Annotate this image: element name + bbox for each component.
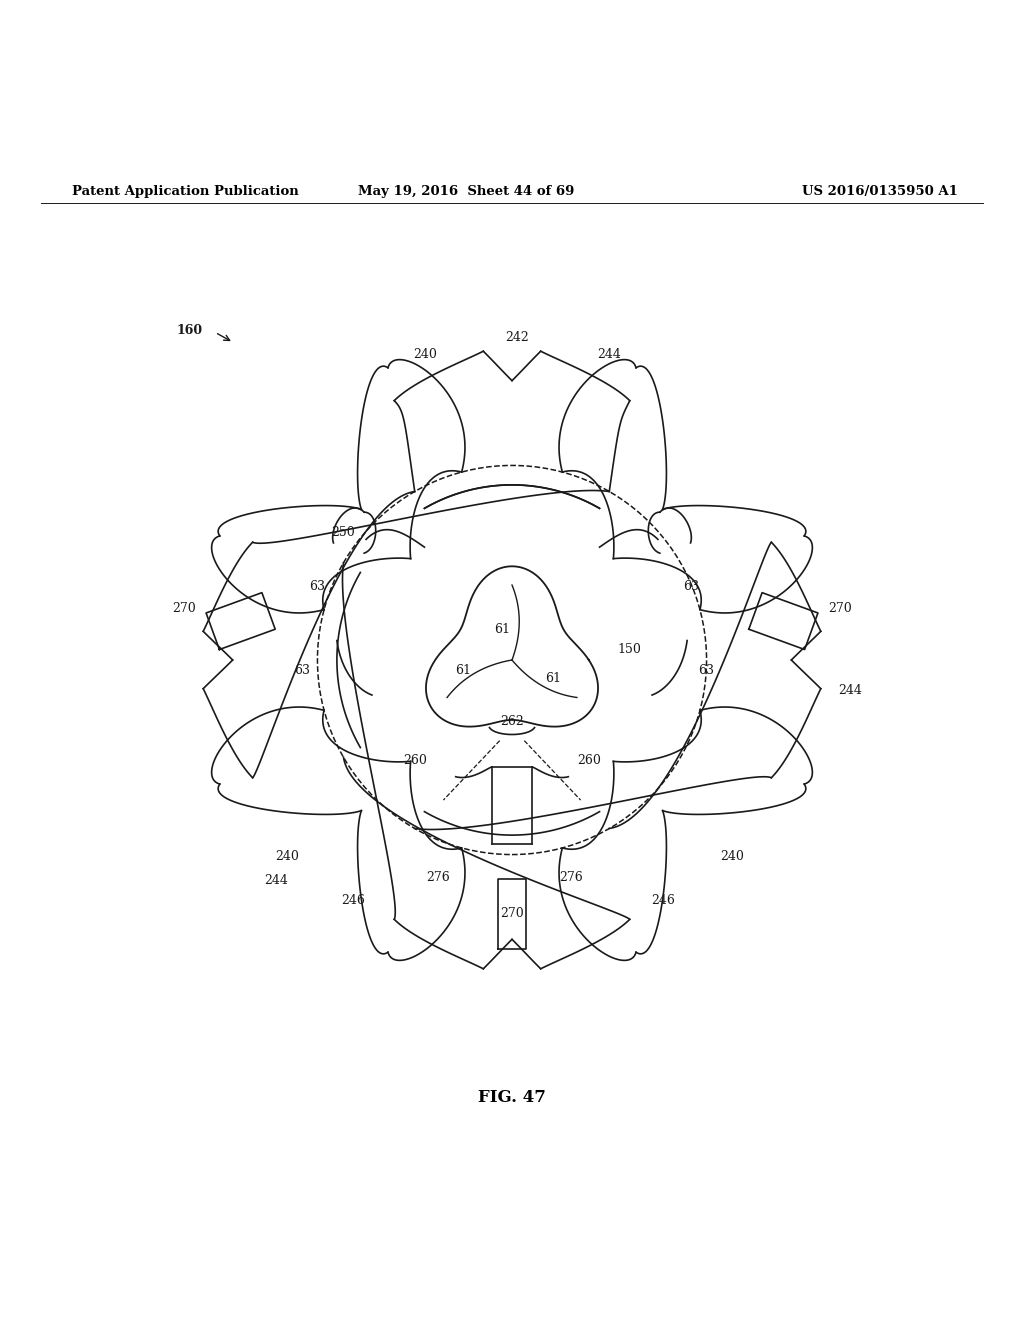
Text: 270: 270 (827, 602, 852, 615)
Text: 61: 61 (494, 623, 510, 636)
Text: FIG. 47: FIG. 47 (478, 1089, 546, 1106)
Text: 250: 250 (331, 525, 355, 539)
Text: Patent Application Publication: Patent Application Publication (72, 185, 298, 198)
Text: 63: 63 (698, 664, 715, 677)
Text: 246: 246 (341, 894, 366, 907)
Text: US 2016/0135950 A1: US 2016/0135950 A1 (802, 185, 957, 198)
Text: 244: 244 (597, 348, 622, 362)
Text: 244: 244 (838, 684, 862, 697)
Text: 242: 242 (505, 331, 529, 345)
Text: 240: 240 (274, 850, 299, 863)
Text: 270: 270 (500, 907, 524, 920)
Text: 150: 150 (617, 643, 642, 656)
Text: 260: 260 (577, 754, 601, 767)
Text: 262: 262 (500, 715, 524, 727)
Text: 270: 270 (172, 602, 197, 615)
Text: 246: 246 (651, 894, 676, 907)
Text: May 19, 2016  Sheet 44 of 69: May 19, 2016 Sheet 44 of 69 (357, 185, 574, 198)
Text: 63: 63 (683, 579, 699, 593)
Text: 61: 61 (545, 672, 561, 685)
Text: 240: 240 (413, 348, 437, 362)
Text: 260: 260 (402, 754, 427, 767)
Text: 240: 240 (720, 850, 744, 863)
Text: 160: 160 (176, 323, 203, 337)
Text: 61: 61 (455, 664, 471, 677)
Text: 276: 276 (426, 871, 451, 883)
Text: 63: 63 (294, 664, 310, 677)
Text: 276: 276 (559, 871, 584, 883)
Text: 63: 63 (309, 579, 326, 593)
Text: 244: 244 (264, 874, 289, 887)
